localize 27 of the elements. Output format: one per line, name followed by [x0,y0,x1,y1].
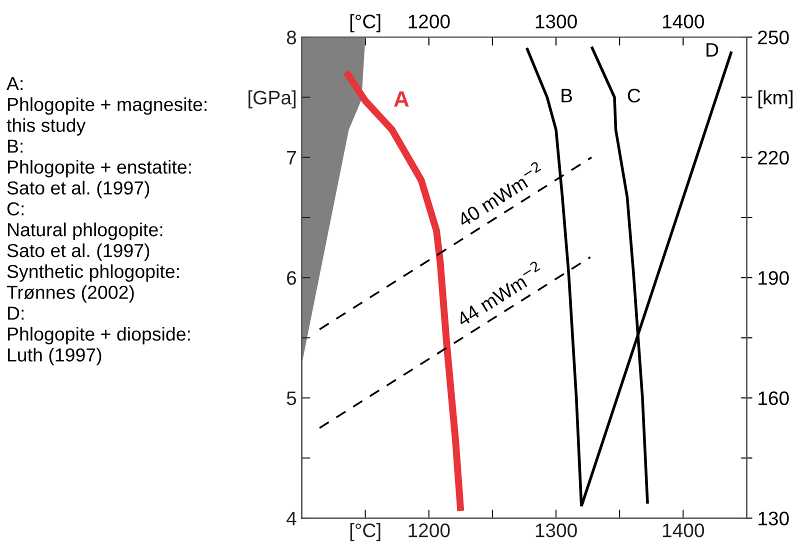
y2-tick-label: 220 [758,150,789,165]
x-tick-label: 1200 [408,524,450,538]
x-tick-label: 1300 [536,524,577,538]
series-label: D [706,43,718,57]
series-label: C [628,88,640,102]
y2-tick-label: 190 [758,271,789,285]
y-tick-label: [GPa] [248,90,296,108]
y-tick-label: 8 [286,30,296,44]
text: A: Phlogopite + magnesite: this study B: Phlogopite + enstatite: Sato et al. (1997) C: Natural phlogopite: Sato et al. (1997) Synthetic phlogopite: Trønnes (2002) D: Phlogopite + diopside: Luth (1997) [6,77,206,366]
x2-tick-label: 1200 [408,14,450,28]
series-label: A [394,91,409,107]
series-label: B [562,88,572,102]
y2-tick-label: 250 [758,30,789,44]
x-tick-label: 1400 [663,524,704,538]
annotation: 40 mWm$^{−2}$ [454,161,546,228]
y-tick-label: 6 [287,271,296,285]
y-tick-label: 7 [287,151,296,164]
y2-tick-label: 130 [758,512,789,526]
y2-tick-label: [km] [758,90,792,108]
y-tick-label: 5 [286,392,296,406]
x2-tick-label: 1400 [663,14,704,28]
x-tick-label: [°C] [350,523,380,542]
x2-tick-label: 1300 [536,14,577,28]
x2-tick-label: [°C] [350,14,380,32]
annotation: 44 mWm$^{−2}$ [454,260,544,327]
y2-tick-label: 160 [758,391,789,406]
y-tick-label: 4 [286,512,296,526]
